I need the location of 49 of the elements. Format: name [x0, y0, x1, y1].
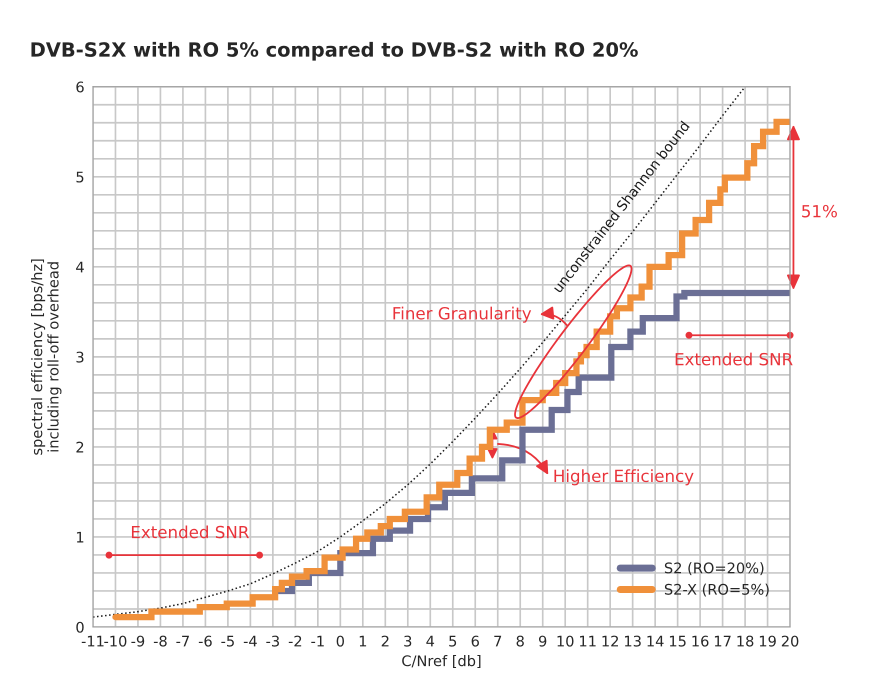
x-tick-label: -11 [82, 636, 104, 646]
y-tick-label: 4 [76, 262, 84, 272]
x-tick-label: -6 [198, 636, 212, 647]
annotation: Finer Granularity [393, 306, 532, 323]
x-tick-label: 6 [472, 636, 479, 647]
y-tick-label: 6 [76, 81, 84, 92]
annotation: Extended SNR [676, 352, 793, 366]
y-tick-label: 1 [76, 532, 84, 542]
x-tick-label: 5 [449, 636, 456, 647]
x-tick-label: 7 [494, 636, 502, 646]
chart-title: DVB-S2X with RO 5% compared to DVB-S2 with RO 20% [31, 42, 638, 61]
x-tick-label: -7 [176, 636, 189, 646]
x-tick-label: -3 [266, 636, 279, 647]
x-tick-label: -2 [288, 636, 302, 646]
x-axis-title: C/Nref [db] [402, 654, 480, 668]
x-tick-label: 8 [516, 636, 524, 647]
y-axis-title: spectral efficiency [bps/hz] including roll-off overhead [31, 259, 62, 455]
x-tick-label: 3 [404, 636, 412, 647]
x-tick-label: -8 [154, 636, 167, 647]
x-tick-label: 14 [647, 636, 664, 646]
legend-label: S2 (RO=20%) [664, 562, 764, 576]
x-tick-label: 15 [670, 636, 686, 647]
y-tick-label: 3 [76, 352, 84, 363]
text: 51% [802, 204, 837, 218]
x-tick-label: -1 [311, 636, 324, 646]
x-tick-label: 12 [602, 636, 618, 646]
x-tick-label: 4 [426, 636, 434, 646]
y-tick-label: 5 [76, 172, 84, 183]
y-tick-label: 0 [76, 622, 84, 633]
x-tick-label: 18 [737, 636, 754, 647]
x-tick-label: -4 [244, 636, 257, 646]
x-tick-label: 0 [336, 636, 344, 647]
legend-label: S2-X (RO=5%) [664, 584, 769, 597]
x-tick-label: 17 [714, 636, 731, 646]
x-tick-label: 16 [692, 636, 708, 647]
annotation: Extended SNR [132, 525, 249, 538]
y-tick-label: 2 [76, 442, 84, 452]
x-tick-label: 19 [760, 636, 776, 647]
x-tick-label: 1 [360, 636, 366, 646]
x-tick-label: 9 [538, 636, 546, 647]
x-tick-label: 11 [580, 636, 596, 646]
x-tick-label: 2 [382, 636, 388, 646]
x-tick-label: -10 [104, 636, 126, 647]
annotation: Higher Efficiency [554, 469, 694, 486]
x-tick-label: 13 [624, 636, 641, 647]
x-tick-label: -9 [131, 636, 144, 647]
x-tick-label: -5 [221, 636, 234, 647]
x-tick-label: 10 [558, 636, 574, 647]
x-tick-label: 20 [782, 636, 798, 647]
